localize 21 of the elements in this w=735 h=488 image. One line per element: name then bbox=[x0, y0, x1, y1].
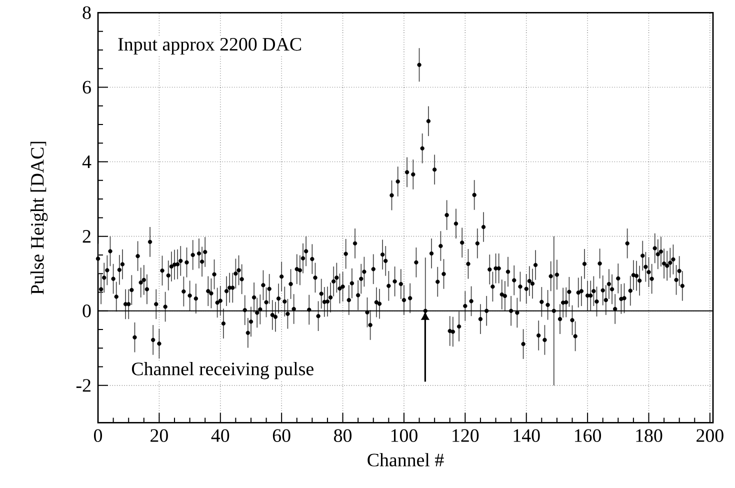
x-tick-label: 40 bbox=[211, 429, 230, 442]
x-tick-label: 200 bbox=[696, 429, 724, 442]
y-tick-label: -2 bbox=[76, 379, 90, 392]
annotation: Channel receiving pulse bbox=[132, 362, 314, 380]
x-tick-label: 180 bbox=[636, 429, 662, 442]
y-tick-label: 0 bbox=[82, 304, 91, 318]
annotation: Input approx 2200 DAC bbox=[118, 38, 302, 55]
y-tick-label: 4 bbox=[82, 156, 92, 168]
y-axis-title: Pulse Height [DAC] bbox=[30, 142, 48, 295]
y-tick-label: 2 bbox=[82, 230, 90, 243]
x-tick-label: 100 bbox=[391, 429, 418, 442]
x-tick-label: 20 bbox=[150, 429, 168, 442]
x-axis-title: Channel # bbox=[368, 453, 444, 467]
y-tick-label: 8 bbox=[82, 6, 91, 20]
x-tick-label: 120 bbox=[452, 429, 479, 442]
x-tick-label: 160 bbox=[575, 429, 602, 442]
x-tick-label: 0 bbox=[94, 429, 102, 442]
x-tick-label: 140 bbox=[514, 429, 540, 442]
y-tick-label: 6 bbox=[82, 81, 91, 94]
x-tick-label: 60 bbox=[272, 429, 290, 442]
x-tick-label: 80 bbox=[334, 429, 352, 442]
